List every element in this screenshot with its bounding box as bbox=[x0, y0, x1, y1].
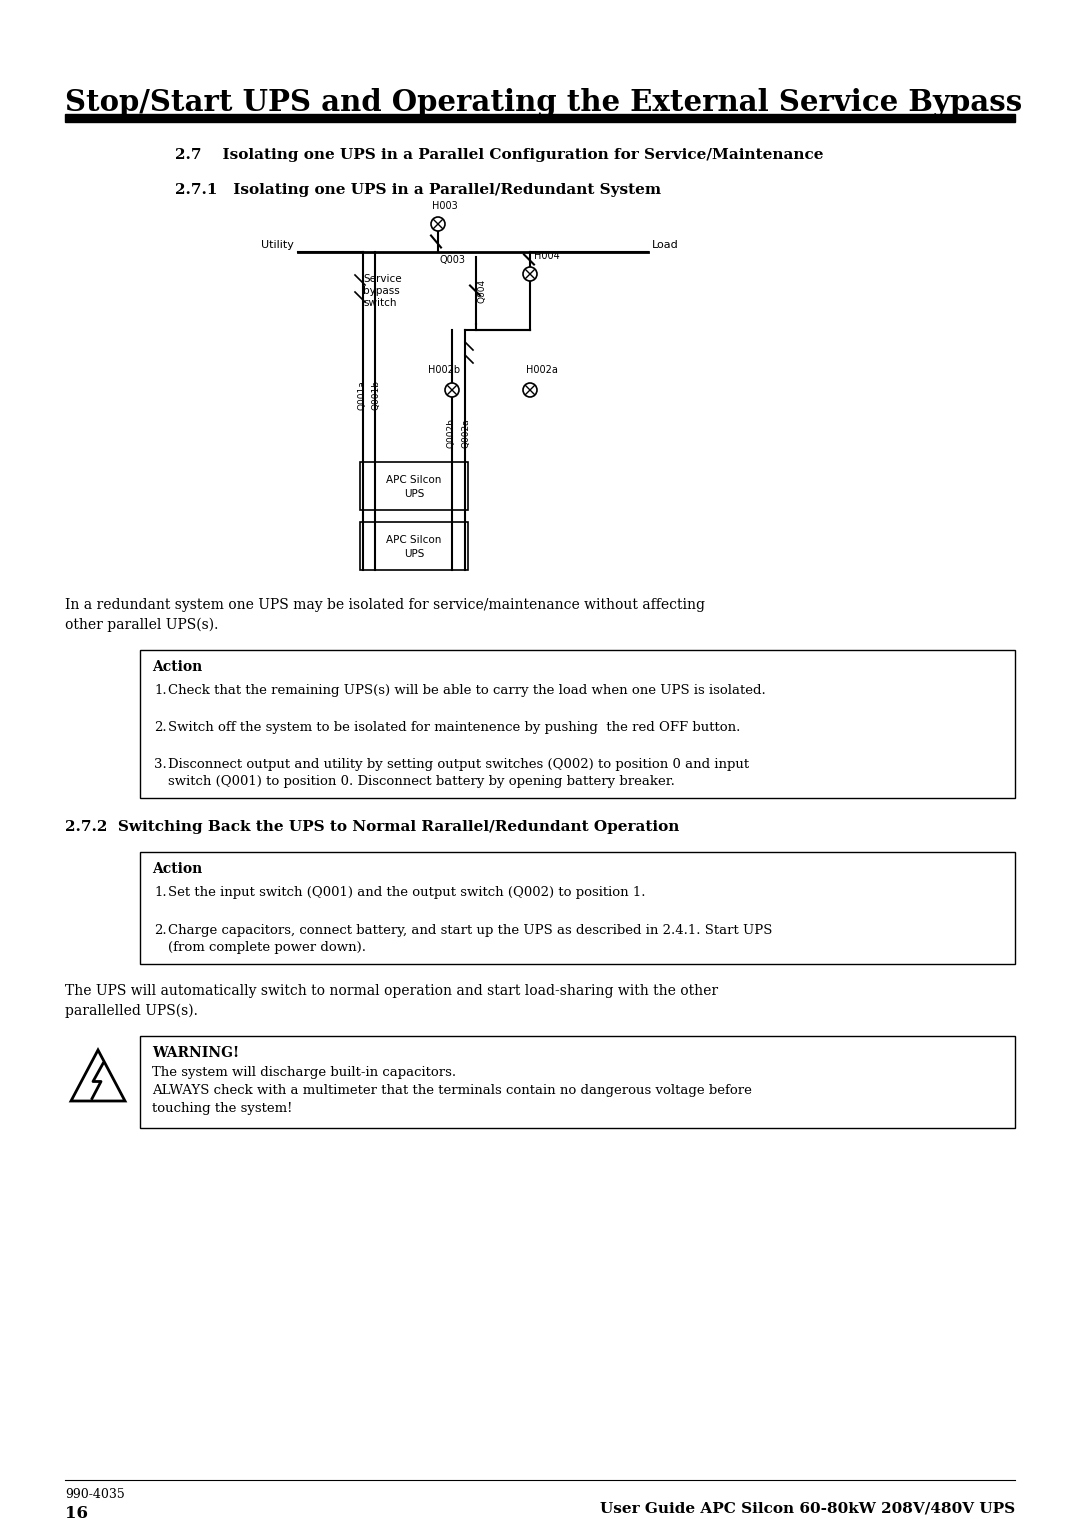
Text: Q002a: Q002a bbox=[461, 419, 471, 448]
Text: H004: H004 bbox=[534, 251, 559, 261]
Text: In a redundant system one UPS may be isolated for service/maintenance without af: In a redundant system one UPS may be iso… bbox=[65, 597, 705, 633]
Text: The UPS will automatically switch to normal operation and start load-sharing wit: The UPS will automatically switch to nor… bbox=[65, 984, 718, 1018]
Text: Action: Action bbox=[152, 660, 202, 674]
Text: APC Silcon: APC Silcon bbox=[387, 535, 442, 545]
Text: Stop/Start UPS and Operating the External Service Bypass: Stop/Start UPS and Operating the Externa… bbox=[65, 89, 1023, 118]
Text: Q002b: Q002b bbox=[446, 419, 456, 448]
Text: 2.7.2  Switching Back the UPS to Normal Rarallel/Redundant Operation: 2.7.2 Switching Back the UPS to Normal R… bbox=[65, 821, 679, 834]
Text: 2.7.1   Isolating one UPS in a Parallel/Redundant System: 2.7.1 Isolating one UPS in a Parallel/Re… bbox=[175, 183, 661, 197]
Text: Charge capacitors, connect battery, and start up the UPS as described in 2.4.1. : Charge capacitors, connect battery, and … bbox=[168, 924, 772, 953]
Text: 16: 16 bbox=[65, 1505, 87, 1522]
Circle shape bbox=[431, 217, 445, 231]
Text: Action: Action bbox=[152, 862, 202, 876]
Text: H002a: H002a bbox=[526, 365, 558, 374]
Text: UPS: UPS bbox=[404, 489, 424, 500]
Text: switch: switch bbox=[363, 298, 396, 309]
Text: Q003: Q003 bbox=[440, 255, 465, 264]
Text: UPS: UPS bbox=[404, 549, 424, 559]
Circle shape bbox=[445, 384, 459, 397]
Text: bypass: bypass bbox=[363, 286, 400, 296]
Bar bbox=[360, 523, 468, 570]
Circle shape bbox=[523, 267, 537, 281]
Text: Service: Service bbox=[363, 274, 402, 284]
Text: Load: Load bbox=[652, 240, 678, 251]
Text: Utility: Utility bbox=[261, 240, 294, 251]
Bar bbox=[140, 853, 1015, 964]
Bar bbox=[140, 1036, 1015, 1128]
Text: 1.: 1. bbox=[154, 886, 166, 898]
Circle shape bbox=[523, 384, 537, 397]
Text: 2.: 2. bbox=[154, 924, 166, 937]
Text: 990-4035: 990-4035 bbox=[65, 1488, 125, 1500]
Text: Q001b: Q001b bbox=[372, 380, 380, 410]
Text: WARNING!: WARNING! bbox=[152, 1047, 239, 1060]
Text: Disconnect output and utility by setting output switches (Q002) to position 0 an: Disconnect output and utility by setting… bbox=[168, 758, 750, 788]
Text: 1.: 1. bbox=[154, 685, 166, 697]
Text: User Guide APC Silcon 60-80kW 208V/480V UPS: User Guide APC Silcon 60-80kW 208V/480V … bbox=[599, 1502, 1015, 1516]
Bar bbox=[140, 649, 1015, 798]
Text: Switch off the system to be isolated for maintenence by pushing  the red OFF but: Switch off the system to be isolated for… bbox=[168, 721, 741, 733]
Text: The system will discharge built-in capacitors.
ALWAYS check with a multimeter th: The system will discharge built-in capac… bbox=[152, 1067, 752, 1115]
Text: H002b: H002b bbox=[428, 365, 460, 374]
Text: Check that the remaining UPS(s) will be able to carry the load when one UPS is i: Check that the remaining UPS(s) will be … bbox=[168, 685, 766, 697]
Bar bbox=[65, 115, 1015, 122]
Text: Q004: Q004 bbox=[478, 278, 487, 303]
Text: 3.: 3. bbox=[154, 758, 166, 772]
Text: APC Silcon: APC Silcon bbox=[387, 475, 442, 484]
Text: 2.7    Isolating one UPS in a Parallel Configuration for Service/Maintenance: 2.7 Isolating one UPS in a Parallel Conf… bbox=[175, 148, 824, 162]
Text: Set the input switch (Q001) and the output switch (Q002) to position 1.: Set the input switch (Q001) and the outp… bbox=[168, 886, 646, 898]
Text: Q001a: Q001a bbox=[357, 380, 366, 410]
Text: 2.: 2. bbox=[154, 721, 166, 733]
Bar bbox=[360, 461, 468, 510]
Text: H003: H003 bbox=[432, 202, 458, 211]
